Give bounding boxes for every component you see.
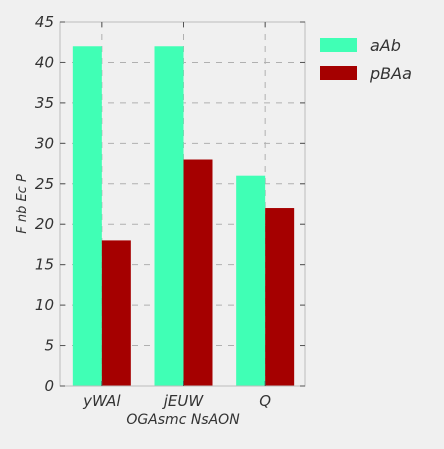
legend-swatch — [320, 38, 357, 52]
bar — [236, 176, 265, 386]
y-tick-label: 5 — [44, 337, 54, 355]
y-tick-label: 45 — [35, 13, 54, 31]
legend-label: aAb — [370, 36, 401, 55]
y-tick-label: 10 — [35, 296, 54, 314]
bar — [73, 46, 102, 386]
x-tick-label: jEUW — [162, 392, 205, 410]
bar — [184, 160, 213, 386]
y-tick-label: 20 — [35, 215, 54, 233]
x-axis-label: OGAsmc NsAON — [126, 412, 240, 428]
y-axis-label: F nb Ec P — [15, 174, 30, 234]
legend-swatch — [320, 66, 357, 80]
y-tick-label: 0 — [44, 377, 54, 395]
y-tick-label: 40 — [35, 53, 54, 71]
x-tick-label: Q — [259, 392, 271, 410]
bar — [265, 208, 294, 386]
legend: aAb pBAa — [320, 36, 412, 83]
bar — [102, 240, 131, 386]
y-tick-label: 30 — [35, 134, 54, 152]
y-tick-label: 25 — [35, 175, 54, 193]
x-tick-label: yWAl — [82, 392, 121, 410]
y-tick-label: 35 — [35, 94, 54, 112]
legend-label: pBAa — [369, 64, 412, 83]
y-tick-label: 15 — [35, 256, 54, 274]
bar — [155, 46, 184, 386]
